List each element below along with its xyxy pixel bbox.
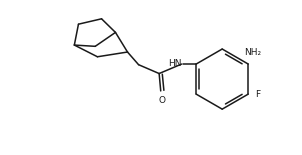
Text: F: F (255, 90, 260, 99)
Text: HN: HN (168, 59, 182, 68)
Text: NH₂: NH₂ (244, 48, 262, 57)
Text: O: O (158, 96, 165, 105)
